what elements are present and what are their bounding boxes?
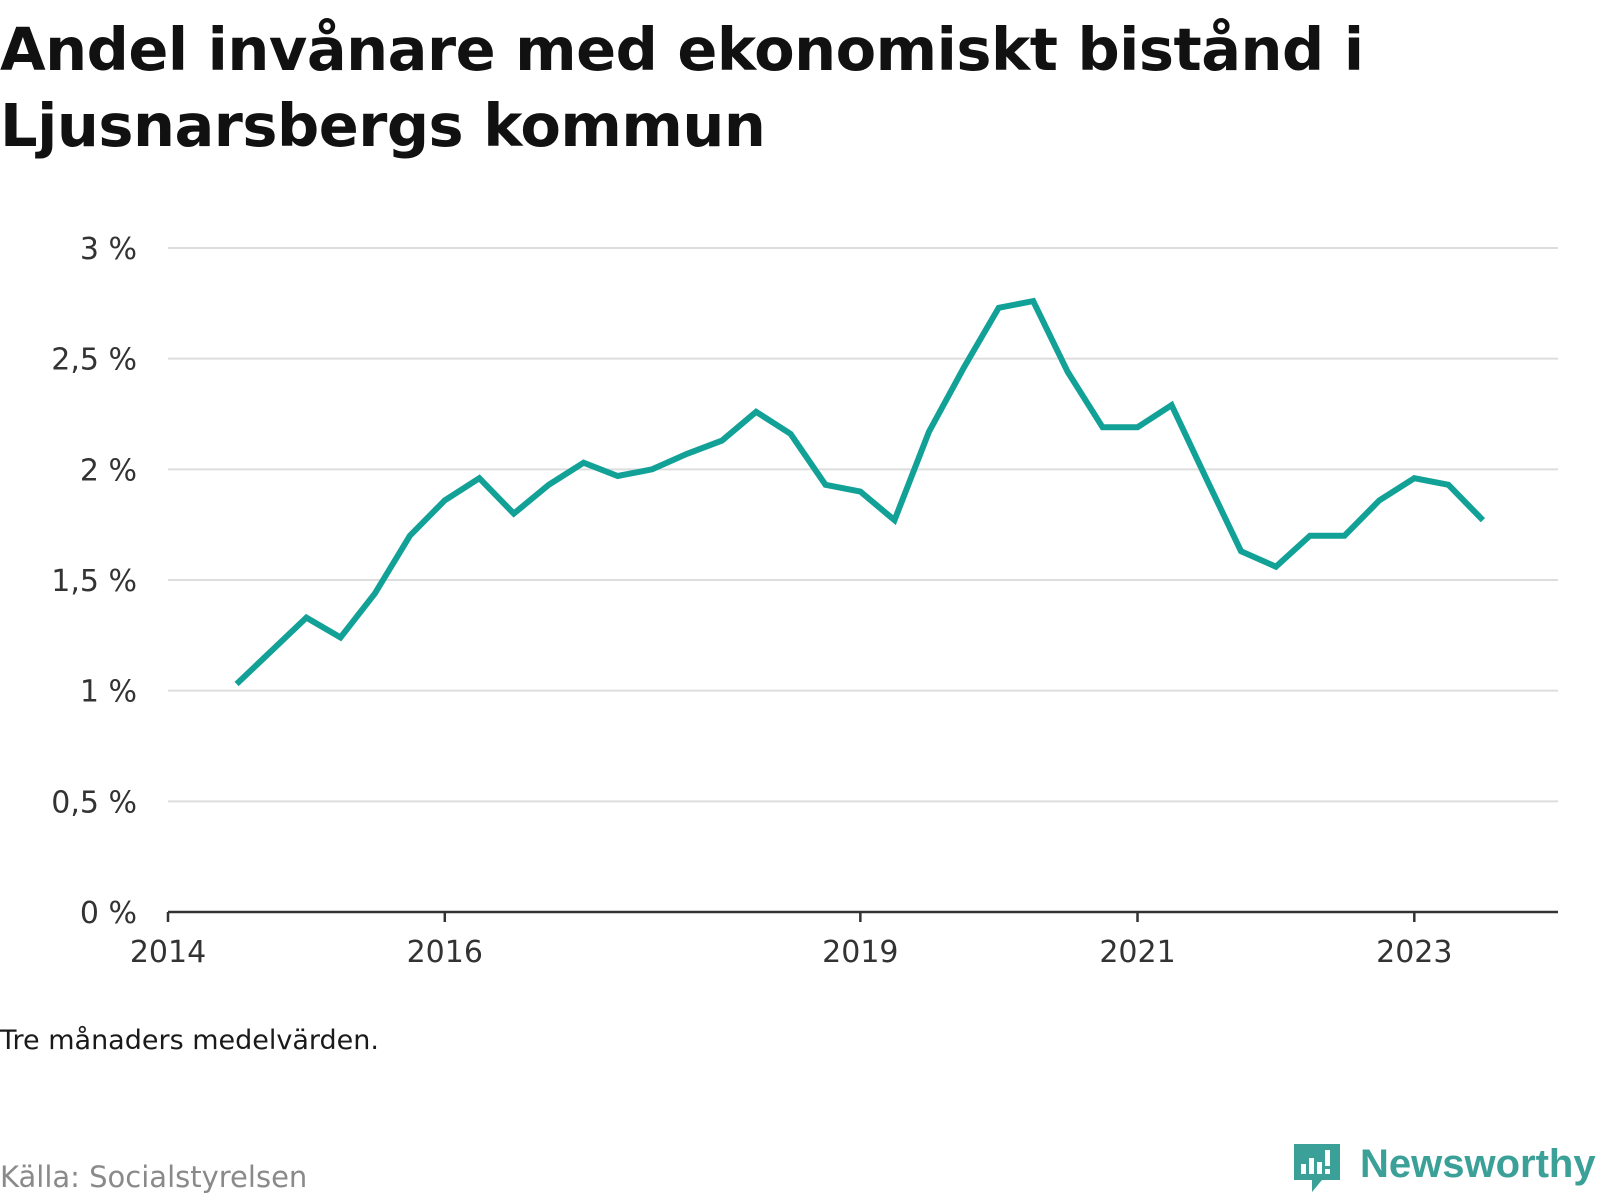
series-line-0	[234, 297, 1486, 687]
x-tick-label: 2023	[1376, 935, 1452, 970]
data-point	[891, 517, 897, 523]
data-point	[1065, 369, 1071, 375]
data-point	[511, 511, 517, 517]
data-point	[338, 635, 344, 641]
newsworthy-logo-icon	[1294, 1144, 1340, 1192]
y-tick-label: 3 %	[80, 232, 137, 267]
data-point	[615, 473, 621, 479]
y-axis-tick-labels: 0 % 0,5 % 1 % 1,5 % 2 % 2,5 % 3 %	[51, 232, 137, 931]
x-tick-label: 2014	[130, 935, 206, 970]
data-point	[788, 431, 794, 437]
data-point	[1307, 533, 1313, 539]
x-axis-tick-labels: 2014 2016 2019 2021 2023	[130, 935, 1453, 970]
chart-note: Tre månaders medelvärden.	[0, 1025, 379, 1056]
data-point	[684, 451, 690, 457]
x-tick-label: 2019	[822, 935, 898, 970]
data-point	[649, 466, 655, 472]
x-tick-label: 2021	[1099, 935, 1175, 970]
data-point	[961, 365, 967, 371]
data-point	[442, 497, 448, 503]
data-point	[1273, 564, 1279, 570]
y-tick-label: 1,5 %	[51, 564, 137, 599]
gridlines	[168, 247, 1558, 803]
y-tick-label: 1 %	[80, 675, 137, 710]
data-point	[303, 615, 309, 621]
data-point	[1480, 517, 1486, 523]
data-point	[822, 482, 828, 488]
data-point	[996, 305, 1002, 311]
data-point	[546, 482, 552, 488]
data-point	[926, 429, 932, 435]
newsworthy-logo: Newsworthy	[1290, 1140, 1600, 1200]
data-point	[1100, 424, 1106, 430]
data-point	[1169, 402, 1175, 408]
y-tick-label: 2 %	[80, 453, 137, 488]
y-tick-label: 0 %	[80, 896, 137, 931]
x-axis	[166, 910, 1558, 922]
data-point	[857, 488, 863, 494]
data-point	[269, 648, 275, 654]
y-tick-label: 2,5 %	[51, 343, 137, 378]
brand-name: Newsworthy	[1360, 1142, 1596, 1186]
data-point	[1135, 424, 1141, 430]
source-credit: Källa: Socialstyrelsen	[0, 1160, 308, 1194]
data-point	[1411, 475, 1417, 481]
data-point	[1238, 548, 1244, 554]
y-tick-label: 0,5 %	[51, 785, 137, 820]
data-point	[581, 460, 587, 466]
data-point	[1376, 497, 1382, 503]
data-point	[407, 533, 413, 539]
data-point	[1445, 482, 1451, 488]
data-point	[234, 681, 240, 687]
series-layer	[234, 297, 1486, 687]
data-point	[1203, 475, 1209, 481]
data-point	[476, 475, 482, 481]
x-tick-label: 2016	[407, 935, 483, 970]
data-point	[372, 590, 378, 596]
data-point	[1030, 298, 1036, 304]
data-point	[753, 409, 759, 415]
data-point	[1342, 533, 1348, 539]
chart-title: Andel invånare med ekonomiskt bistånd i …	[0, 15, 1364, 160]
data-point	[719, 438, 725, 444]
